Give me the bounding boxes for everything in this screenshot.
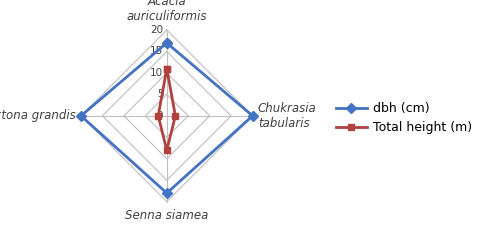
Text: 15: 15 <box>150 46 164 56</box>
Text: Tectona grandis: Tectona grandis <box>0 109 76 122</box>
Text: Senna siamea: Senna siamea <box>125 209 208 222</box>
Text: Chukrasia
tabularis: Chukrasia tabularis <box>258 102 316 130</box>
Text: Acacia
auriculiformis: Acacia auriculiformis <box>126 0 207 23</box>
Text: 10: 10 <box>150 68 164 78</box>
Legend: dbh (cm), Total height (m): dbh (cm), Total height (m) <box>330 97 477 139</box>
Text: 5: 5 <box>156 89 164 99</box>
Text: 0: 0 <box>157 111 164 121</box>
Text: 20: 20 <box>150 25 164 35</box>
